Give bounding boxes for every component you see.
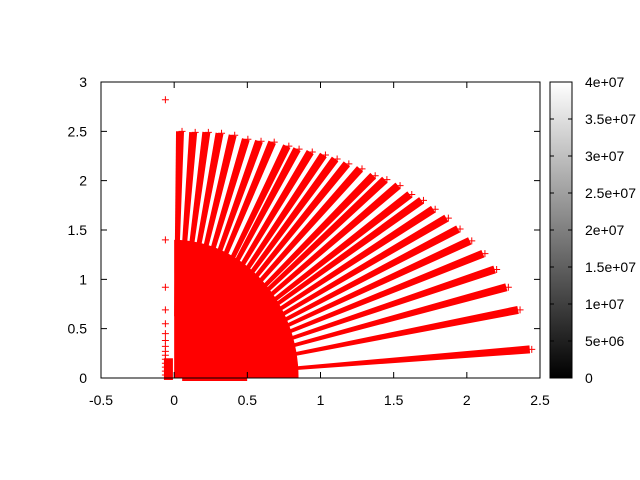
colorbar-ticks: 0 5e+06 1e+07 1.5e+07 2e+07 2.5e+07 3e+07 3.5e+… [550,74,636,386]
ray-end-marker-8 [285,142,293,150]
y-tick-label-2: 1 [79,271,87,287]
ray-28 [262,345,531,373]
ray-end-marker-24 [481,250,489,258]
ray-27 [259,305,519,363]
colorbar-label-0: 0 [585,370,593,386]
ray-17 [229,182,401,332]
ray-end-marker-18 [408,190,416,198]
ray-7 [197,140,276,320]
colorbar-label-7: 3.5e+07 [585,111,636,127]
left-column-point-4 [161,320,169,328]
y-tick-label-4: 2 [79,173,87,189]
ray-2 [180,131,211,317]
y-tick-label-6: 3 [79,74,87,90]
ray-end-marker-6 [257,137,265,145]
left-column-point-2 [161,283,169,291]
ray-end-marker-1 [191,128,199,136]
ray-end-marker-5 [244,135,252,143]
left-column-point-1 [161,236,169,244]
colorbar-label-1: 5e+06 [585,333,625,349]
ray-end-marker-3 [218,129,226,137]
colorbar-label-8: 4e+07 [585,74,625,90]
left-column-point-5 [161,330,169,338]
ray-5 [190,138,250,319]
colorbar-label-2: 1e+07 [585,296,625,312]
colorbar-label-4: 2e+07 [585,222,625,238]
left-column-point-0 [161,96,169,104]
ray-end-marker-10 [308,148,316,156]
ray-15 [222,172,377,329]
ray-12 [213,156,339,325]
ray-11 [210,152,327,324]
ray-0 [174,131,185,317]
ray-20 [238,205,436,338]
left-column-point-6 [161,337,169,345]
x-tick-label-4: 1.5 [384,392,404,408]
ray-16 [225,176,388,330]
ray-22 [244,225,460,343]
ray-26 [256,283,508,357]
ray-4 [187,134,237,318]
plot-marks [161,96,536,381]
ray-10 [206,149,314,323]
ray-end-marker-7 [270,138,278,146]
ray-end-marker-15 [371,172,379,180]
y-tick-label-1: 0.5 [68,321,88,337]
ray-end-marker-28 [528,345,536,353]
ray-end-marker-2 [204,128,212,136]
ray-end-marker-14 [358,165,366,173]
y-tick-label-3: 1.5 [68,222,88,238]
ray-end-marker-9 [295,145,303,153]
ray-14 [219,166,364,327]
ray-24 [250,249,485,349]
ray-end-marker-17 [396,182,404,190]
ray-end-marker-20 [431,205,439,213]
x-tick-label-6: 2.5 [530,392,550,408]
colorbar-label-5: 2.5e+07 [585,185,636,201]
ray-end-marker-0 [178,127,186,135]
left-column-point-3 [161,306,169,314]
ray-end-marker-19 [419,196,427,204]
ray-end-marker-23 [468,237,476,245]
y-tick-label-0: 0 [79,370,87,386]
ray-23 [247,237,472,346]
ray-8 [200,144,291,321]
core-base-strip [182,378,248,381]
left-column-cluster [163,358,173,380]
ray-end-marker-26 [504,283,512,291]
ray-end-marker-22 [456,225,464,233]
ray-end-marker-4 [231,131,239,139]
ray-end-marker-27 [516,306,524,314]
ray-9 [203,147,301,322]
ray-3 [184,132,224,318]
x-tick-label-3: 1 [317,392,325,408]
x-tick-label-2: 0.5 [238,392,258,408]
colorbar-label-6: 3e+07 [585,148,625,164]
colorbar-label-3: 1.5e+07 [585,259,636,275]
ray-21 [241,214,449,340]
ray-19 [235,197,424,335]
y-tick-label-5: 2.5 [68,123,88,139]
ray-end-marker-11 [321,151,329,159]
x-tick-label-5: 2 [463,392,471,408]
ray-18 [232,191,413,334]
axes: -0.5 0 0.5 1 1.5 2 2.500.511.522.53 [68,74,550,408]
ray-end-marker-12 [333,155,341,163]
ray-6 [193,139,263,320]
ray-25 [253,265,496,353]
ray-end-marker-21 [444,214,452,222]
ray-end-marker-16 [383,176,391,184]
x-tick-label-1: 0 [170,392,178,408]
ray-end-marker-13 [345,160,353,168]
ray-13 [216,161,350,326]
ray-1 [177,132,198,317]
ray-end-marker-25 [493,265,501,273]
x-tick-label-0: -0.5 [89,392,113,408]
